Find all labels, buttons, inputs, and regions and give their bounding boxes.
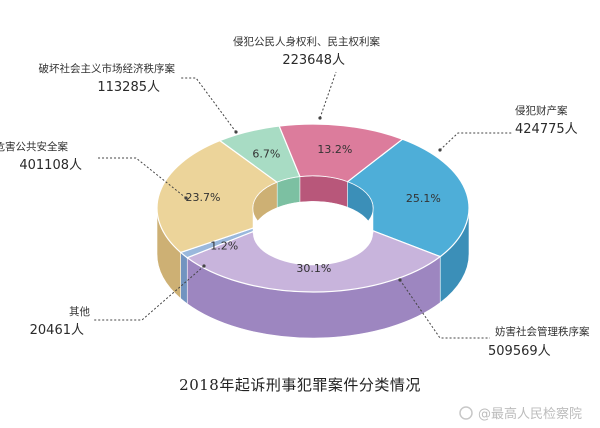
category-name-1: 妨害社会管理秩序案 xyxy=(495,325,590,338)
percent-label-4: 6.7% xyxy=(252,147,280,160)
leader-dot-0 xyxy=(438,148,442,152)
watermark: @最高人民检察院 xyxy=(459,406,582,422)
category-value-0: 424775人 xyxy=(515,122,578,137)
category-value-1: 509569人 xyxy=(488,344,551,359)
percent-label-2: 1.2% xyxy=(210,240,238,253)
percent-label-5: 13.2% xyxy=(317,143,352,156)
category-name-3: 危害公共安全案 xyxy=(0,140,68,153)
inner-wall xyxy=(252,175,374,266)
leader-dot-4 xyxy=(234,130,238,134)
chart-slices xyxy=(156,123,470,293)
category-name-0: 侵犯财产案 xyxy=(515,104,568,117)
category-value-4: 113285人 xyxy=(97,80,160,95)
leader-line-0 xyxy=(439,132,512,151)
category-name-4: 破坏社会主义市场经济秩序案 xyxy=(39,62,176,75)
leader-dot-3 xyxy=(184,196,188,200)
percent-label-1: 30.1% xyxy=(296,262,331,275)
percent-label-0: 25.1% xyxy=(406,192,441,205)
chart-title: 2018年起诉刑事犯罪案件分类情况 xyxy=(179,376,421,394)
category-value-3: 401108人 xyxy=(19,158,82,173)
percent-labels: 25.1% 30.1% 1.2% 23.7% 6.7% 13.2% xyxy=(185,143,440,275)
leader-lines xyxy=(94,71,512,339)
leader-line-5 xyxy=(319,71,337,119)
leader-dot-2 xyxy=(202,264,206,268)
leader-line-3 xyxy=(96,157,187,199)
inner-wall-4 xyxy=(276,176,301,208)
leader-dot-5 xyxy=(318,116,322,120)
slice-side-2 xyxy=(180,251,188,305)
chart-sides xyxy=(156,207,470,339)
weibo-icon xyxy=(459,406,473,420)
leader-dot-1 xyxy=(398,278,402,282)
percent-label-3: 23.7% xyxy=(185,191,220,204)
hole-floor xyxy=(253,208,373,266)
inner-wall-5 xyxy=(299,175,348,208)
leader-line-4 xyxy=(180,77,237,133)
category-value-5: 223648人 xyxy=(282,53,345,68)
watermark-text: @最高人民检察院 xyxy=(478,406,582,422)
category-value-2: 20461人 xyxy=(30,323,84,338)
category-name-2: 其他 xyxy=(69,305,90,318)
category-name-5: 侵犯公民人身权利、民主权利案 xyxy=(233,35,380,48)
